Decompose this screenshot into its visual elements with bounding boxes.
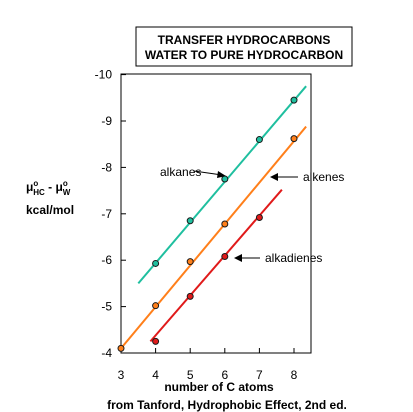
alkadienes-point-1: [186, 292, 194, 300]
label-alkenes: alkenes: [303, 170, 344, 184]
series-layer: [117, 85, 307, 352]
y-tick-label--6: -6: [101, 253, 112, 267]
x-tick-label-6: 6: [221, 368, 228, 382]
y-axis-label-line-2: kcal/mol: [26, 203, 74, 217]
alkanes-point-2: [221, 175, 229, 183]
label-alkadienes: alkadienes: [265, 251, 322, 265]
alkenes-point-3: [221, 220, 229, 228]
alkanes-point-1: [186, 217, 194, 225]
alkadienes-fit-line: [149, 189, 283, 343]
arrow-alkenes-head: [270, 173, 278, 181]
plot-frame: [120, 73, 312, 354]
alkenes-point-1: [152, 302, 160, 310]
title-line-2: WATER TO PURE HYDROCARBON: [145, 48, 343, 62]
axis-ticks: 3 4 5 6 7 8 -4 -5 -6 -7 -8 -9 -10: [95, 68, 298, 382]
alkadienes-point-3: [255, 214, 263, 222]
source-note: from Tanford, Hydrophobic Effect, 2nd ed…: [107, 398, 347, 412]
title-line-1: TRANSFER HYDROCARBONS: [158, 33, 331, 47]
y-axis-label-line-1: μo HC - μo W: [26, 179, 71, 197]
chart-title: TRANSFER HYDROCARBONS WATER TO PURE HYDR…: [135, 26, 353, 67]
arrow-alkanes-head: [217, 171, 226, 178]
alkenes-point-2: [186, 258, 194, 266]
alkenes-fit-line: [120, 125, 307, 350]
series-annotations: alkanes alkenes alkadienes: [160, 165, 344, 265]
alkanes-point-0: [152, 259, 160, 267]
y-axis-label: μo HC - μo W kcal/mol: [26, 179, 74, 217]
y-tick-label--7: -7: [101, 207, 112, 221]
x-tick-label-3: 3: [118, 368, 125, 382]
arrow-alkadienes-head: [234, 254, 242, 262]
alkadienes-point-0: [152, 337, 160, 345]
x-axis-label: number of C atoms: [164, 380, 274, 394]
y-tick-label--4: -4: [101, 346, 112, 360]
x-tick-label-7: 7: [256, 368, 263, 382]
alkadienes-point-2: [221, 252, 229, 260]
arrow-alkanes-shaft: [193, 170, 223, 176]
alkanes-point-3: [255, 136, 263, 144]
alkanes-point-4: [290, 96, 298, 104]
title-box: [135, 26, 353, 67]
x-tick-label-5: 5: [187, 368, 194, 382]
x-tick-label-8: 8: [291, 368, 298, 382]
y-tick-label--9: -9: [101, 114, 112, 128]
y-tick-label--8: -8: [101, 160, 112, 174]
x-tick-label-4: 4: [152, 368, 159, 382]
label-alkanes: alkanes: [160, 165, 201, 179]
y-tick-label--10: -10: [95, 68, 113, 82]
y-tick-label--5: -5: [101, 300, 112, 314]
alkanes-fit-line: [137, 85, 307, 285]
alkenes-point-0: [117, 344, 125, 352]
alkenes-point-4: [290, 135, 298, 143]
